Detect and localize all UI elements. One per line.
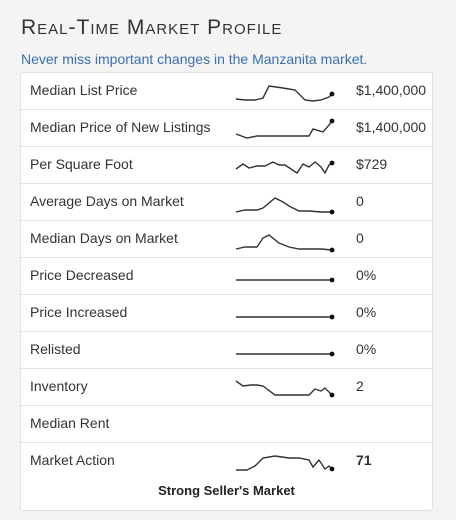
row-label: Median Days on Market	[30, 230, 178, 246]
sparkline-chart	[236, 455, 335, 472]
table-row: Per Square Foot $729	[21, 147, 432, 184]
sparkline-line	[236, 455, 333, 471]
sparkline-endpoint	[329, 209, 335, 215]
table-row: Market Action 71	[21, 443, 432, 480]
row-value: 0%	[356, 267, 377, 283]
market-verdict: Strong Seller's Market	[158, 483, 295, 498]
sparkline-endpoint	[329, 314, 335, 320]
table-row: Average Days on Market 0	[21, 184, 432, 221]
row-label: Average Days on Market	[30, 193, 184, 209]
row-value: 2	[356, 378, 364, 394]
row-value: $729	[356, 156, 388, 172]
sparkline-chart	[236, 314, 335, 320]
sparkline-line	[235, 161, 333, 175]
sparkline-chart	[235, 85, 335, 102]
sparkline-endpoint	[329, 247, 335, 253]
row-value: 0	[356, 230, 364, 246]
row-label: Market Action	[30, 452, 115, 468]
sparkline-line	[235, 85, 333, 102]
table-row: Median Price of New Listings $1,400,000	[21, 110, 432, 147]
page-title: Real-Time Market Profile	[21, 16, 283, 39]
table-row: Relisted 0%	[21, 332, 432, 369]
market-stats-table: Median List Price $1,400,000 Median Price …	[20, 72, 433, 511]
table-row: Median List Price $1,400,000	[21, 73, 432, 110]
table-row: Inventory 2	[21, 369, 432, 406]
row-value: 0	[356, 193, 364, 209]
sparkline-chart	[235, 197, 335, 215]
sparkline-line	[235, 380, 333, 396]
sparkline-line	[235, 197, 332, 213]
market-profile-panel: Real-Time Market Profile Never miss impo…	[12, 8, 444, 511]
row-label: Price Increased	[30, 304, 128, 320]
sparkline-endpoint	[329, 392, 335, 398]
sparkline-line	[235, 234, 333, 251]
row-value: 0%	[356, 341, 377, 357]
sparkline-chart	[236, 277, 335, 283]
sparkline-line	[235, 120, 333, 139]
page-subtitle: Never miss important changes in the Manz…	[21, 51, 368, 67]
sparkline-endpoint	[329, 160, 335, 166]
row-label: Median Price of New Listings	[30, 119, 211, 135]
sparkline-endpoint	[329, 466, 335, 472]
row-value: 71	[356, 452, 372, 468]
row-value: $1,400,000	[356, 82, 427, 98]
row-label: Median List Price	[30, 82, 138, 98]
sparkline-endpoint	[329, 277, 335, 283]
table-row: Price Increased 0%	[21, 295, 432, 332]
row-value: $1,400,000	[356, 119, 427, 135]
table-row: Price Decreased 0%	[21, 258, 432, 295]
row-label: Per Square Foot	[30, 156, 133, 172]
row-value: 0%	[356, 304, 377, 320]
row-label: Relisted	[30, 341, 81, 357]
table-row: Median Rent	[21, 406, 432, 443]
sparkline-endpoint	[329, 118, 335, 124]
sparkline-endpoint	[329, 351, 335, 357]
sparkline-chart	[235, 118, 335, 139]
row-label: Inventory	[30, 378, 88, 394]
row-label: Median Rent	[30, 415, 110, 431]
sparkline-chart	[235, 380, 335, 398]
sparkline-chart	[236, 351, 335, 357]
sparkline-endpoint	[329, 91, 335, 97]
sparkline-chart	[235, 234, 335, 253]
row-label: Price Decreased	[30, 267, 134, 283]
table-row: Median Days on Market 0	[21, 221, 432, 258]
sparkline-chart	[235, 160, 335, 175]
